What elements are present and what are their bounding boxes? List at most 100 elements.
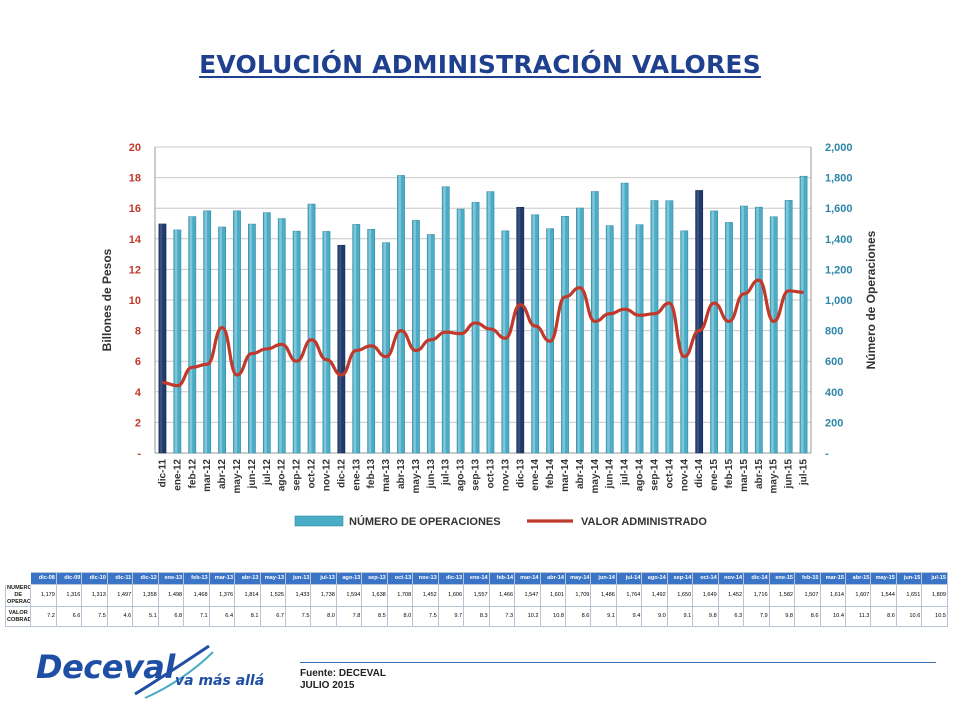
logo-tagline: va más allá [175,673,265,689]
bar-highlight [741,206,744,453]
y2-tick-label: 1,200 [825,264,853,276]
table-cell: 9.7 [437,606,465,627]
table-column-header: ene-15 [768,572,796,585]
bar-highlight [264,212,267,453]
table-column-header: mar-15 [819,572,846,585]
bar [471,202,480,454]
x-tick-label: jul-14 [620,459,631,487]
x-tick-label: ene-15 [709,459,720,491]
table-cell: 8.6 [564,606,592,627]
table-column-header: sep-13 [361,572,388,585]
bar [605,225,614,454]
table-cell: 10.2 [514,606,541,627]
x-tick-label: ene-13 [351,459,362,491]
table-column-header: ago-14 [641,572,668,585]
bar-highlight [636,224,640,453]
y2-tick-label: 600 [825,356,843,368]
bar-highlight [487,191,491,453]
table-column-header: feb-15 [794,572,821,585]
bar-highlight [607,225,610,453]
y2-tick-label: 200 [825,417,843,429]
x-tick-label: jun-15 [784,459,795,490]
bar-highlight [428,234,431,453]
table-cell: 10.4 [819,606,846,627]
table-cell: 1,638 [361,584,388,607]
x-tick-label: nov-12 [321,459,332,492]
table-column-header: dic-14 [743,572,770,585]
legend-label-valor: VALOR ADMINISTRADO [581,516,707,528]
bar [382,242,390,454]
table-cell: 10.5 [921,606,948,627]
table-cell: 7.2 [30,606,57,627]
bar [531,214,540,454]
x-tick-label: feb-12 [187,459,198,489]
bar [725,222,733,454]
bar-highlight [189,216,193,453]
table-cell: 10.8 [539,606,566,627]
table-cell: 1,452 [717,584,745,607]
table-cell: 1,601 [539,584,566,607]
x-tick-label: feb-13 [366,459,377,489]
table-column-header: may-14 [564,572,592,585]
table-cell: 1,544 [870,584,897,607]
table-cell: 1,809 [921,584,948,607]
x-tick-label: mar-12 [202,459,213,492]
bar [501,230,510,454]
data-table: dic-08 dic-09 dic-10 dic-11 dic-12 ene-13 feb-… [4,572,948,627]
table-cell: 7.1 [183,606,210,627]
table-cell: 9.1 [590,606,617,627]
series-line-valor-administrado [162,278,804,388]
bar-highlight [562,216,565,453]
table-cell: 1,497 [106,584,134,607]
table-cell: 7.8 [335,606,363,627]
y2-axis-label: Número de Operaciones [864,230,878,369]
bar-highlight [517,207,521,453]
bar [397,175,405,454]
table-corner [4,572,32,585]
bar-highlight [294,231,297,453]
y-tick-label: 20 [129,142,141,154]
y2-tick-label: - [825,448,829,460]
bar [262,212,271,454]
bar [307,203,316,454]
table-cell: 1,486 [590,584,617,607]
table-cell: 1,582 [768,584,796,607]
table-column-header: dic-08 [30,572,57,585]
bar [337,244,346,454]
table-cell: 9.8 [768,606,796,627]
bar-highlight [756,207,759,453]
table-cell: 7.9 [743,606,770,627]
bar [754,206,763,454]
table-cell: 6.6 [55,606,83,627]
table-column-header: oct-13 [386,572,414,585]
bar-highlight [308,204,312,453]
logo-wordmark: Deceval [36,648,175,686]
x-tick-label: ene-14 [530,459,541,491]
x-tick-label: feb-14 [545,459,556,489]
bar [441,186,450,454]
table-column-header: jul-14 [615,572,643,585]
bar [620,182,629,454]
table-cell: 7.3 [488,606,516,627]
table-cell: 1,547 [514,584,541,607]
table-cell: 9.0 [641,606,668,627]
bar-highlight [472,202,476,453]
table-column-header: oct-14 [692,572,719,585]
table-cell: 8.5 [361,606,388,627]
table-cell: 9.4 [615,606,643,627]
bar [769,216,778,454]
table-cell: 11.3 [844,606,872,627]
y-tick-label: 16 [129,203,141,215]
x-tick-label: jul-13 [441,459,452,487]
table-column-header: feb-14 [488,572,516,585]
bar-highlight [368,229,372,453]
table-cell: 10.6 [895,606,923,627]
table-column-header: abr-15 [844,572,872,585]
table-cell: 1,466 [488,584,516,607]
x-tick-label: ago-14 [635,459,646,492]
bar-highlight [681,230,685,453]
bar [203,210,212,454]
bar [218,226,226,454]
x-tick-label: mar-13 [381,459,392,492]
y-tick-label: 14 [129,234,142,246]
